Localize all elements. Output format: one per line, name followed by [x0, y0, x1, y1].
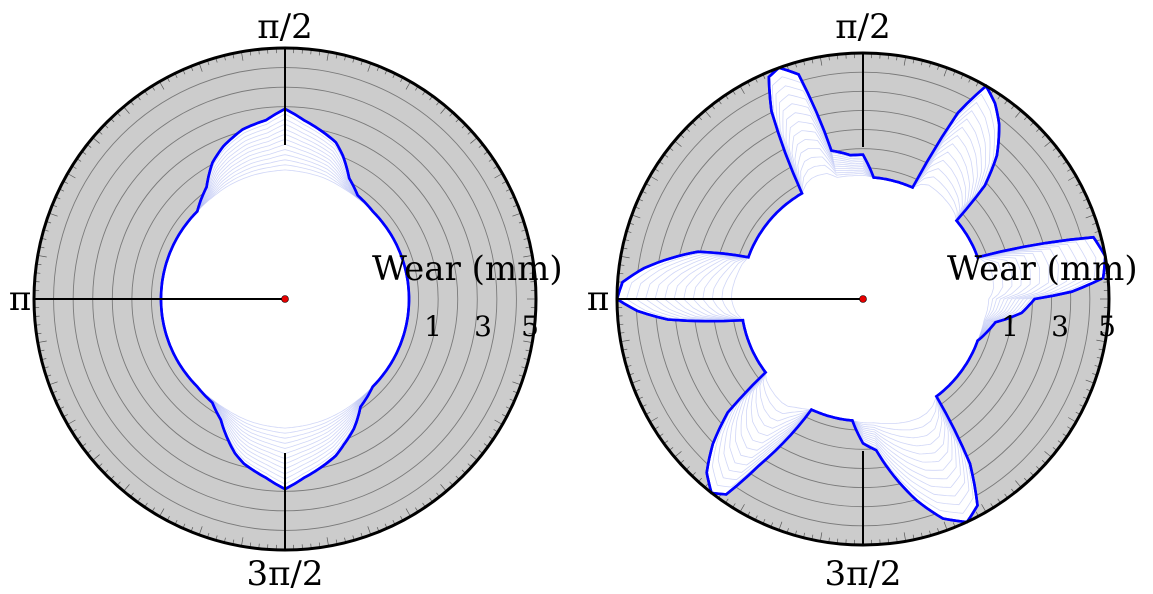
minor-tick [739, 504, 745, 513]
minor-tick [620, 339, 630, 343]
minor-tick [903, 56, 907, 66]
minor-tick [1068, 175, 1077, 181]
minor-tick [523, 340, 533, 343]
angle-label-pi: π [9, 279, 31, 319]
minor-tick [440, 484, 447, 492]
angle-label-pi-half: π/2 [835, 7, 890, 47]
polar-panel-right: π/2 π 3π/2 Wear (mm) 1 3 5 [587, 7, 1138, 594]
minor-tick [49, 212, 58, 217]
minor-tick [367, 63, 372, 72]
angle-spokes [617, 53, 864, 545]
minor-tick [778, 521, 783, 531]
minor-tick [620, 255, 630, 259]
minor-tick [1044, 451, 1052, 458]
minor-tick [631, 214, 641, 219]
minor-tick [241, 537, 244, 547]
minor-tick [92, 454, 100, 461]
minor-tick [674, 451, 682, 458]
outer-circle [615, 51, 1111, 547]
outer-circle [32, 46, 538, 552]
minor-tick [241, 51, 244, 61]
minor-tick [674, 140, 682, 147]
minor-tick [367, 526, 372, 535]
ylabel: Wear (mm) [372, 249, 563, 289]
minor-tick [819, 56, 823, 66]
minor-tick [943, 521, 948, 531]
radial-tick-label: 5 [521, 310, 539, 343]
minor-tick [440, 106, 447, 114]
minor-tick [405, 508, 411, 517]
minor-tick [649, 175, 658, 181]
minor-tick [943, 67, 948, 77]
radial-tick-label: 3 [474, 310, 492, 343]
minor-tick [1085, 214, 1095, 219]
minor-tick [198, 526, 203, 535]
minor-tick [523, 255, 533, 258]
minor-tick [1096, 339, 1106, 343]
minor-tick [1044, 140, 1052, 147]
minor-tick [981, 504, 987, 513]
minor-tick [67, 173, 76, 179]
minor-tick [326, 537, 329, 547]
radial-tick-label: 3 [1051, 310, 1069, 343]
minor-tick [405, 81, 411, 90]
minor-tick [326, 51, 329, 61]
minor-tick [92, 137, 100, 144]
minor-tick [123, 106, 130, 114]
minor-tick [512, 381, 521, 386]
minor-tick [159, 508, 165, 517]
minor-tick [494, 419, 503, 425]
angle-label-pi-half: π/2 [257, 7, 312, 47]
minor-tick [739, 85, 745, 94]
center-dot [281, 295, 289, 303]
minor-tick [198, 63, 203, 72]
minor-tick [1085, 379, 1095, 384]
minor-tick [49, 381, 58, 386]
radial-tick-label: 1 [424, 310, 442, 343]
minor-tick [37, 255, 47, 258]
radial-tick-label: 1 [1001, 310, 1019, 343]
polar-panel-left: π/2 π 3π/2 Wear (mm) 1 3 5 [9, 7, 563, 594]
angle-label-pi: π [587, 279, 609, 319]
minor-tick [1015, 480, 1022, 488]
ylabel: Wear (mm) [947, 249, 1138, 289]
minor-tick [631, 379, 641, 384]
angle-label-three-pi-half: 3π/2 [824, 554, 901, 594]
minor-tick [470, 454, 478, 461]
minor-tick [123, 484, 130, 492]
minor-tick [1015, 110, 1022, 118]
minor-tick [470, 137, 478, 144]
minor-tick [1068, 417, 1077, 423]
angle-spokes [34, 48, 286, 550]
minor-tick [512, 212, 521, 217]
minor-tick [67, 419, 76, 425]
minor-tick [819, 532, 823, 542]
minor-tick [494, 173, 503, 179]
minor-tick [159, 81, 165, 90]
minor-tick [649, 417, 658, 423]
radial-tick-label: 5 [1098, 310, 1116, 343]
minor-tick [37, 340, 47, 343]
center-dot [859, 295, 867, 303]
angle-label-three-pi-half: 3π/2 [246, 554, 323, 594]
minor-tick [704, 110, 711, 118]
minor-tick [903, 532, 907, 542]
